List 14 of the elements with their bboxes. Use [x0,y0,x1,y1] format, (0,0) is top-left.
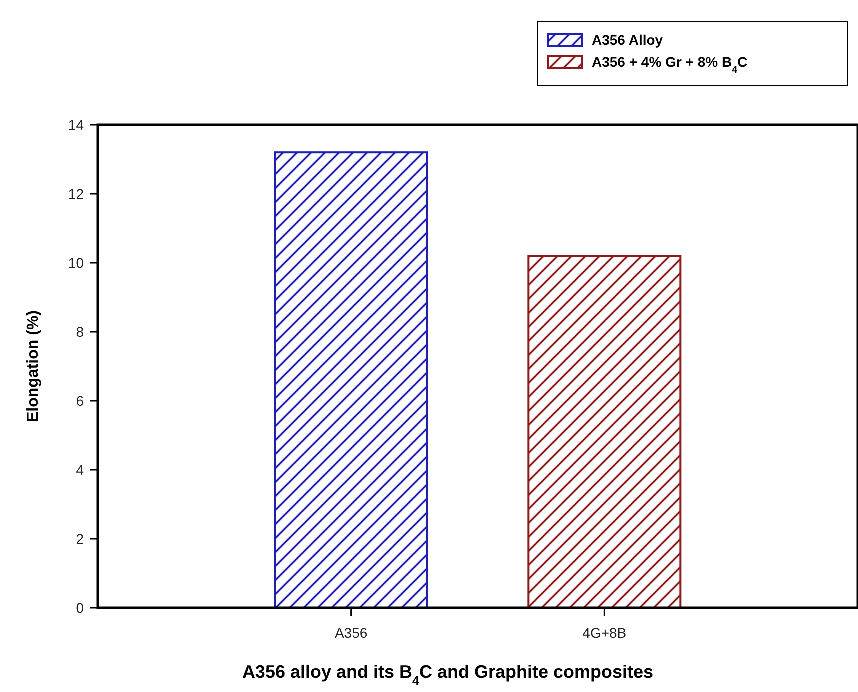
y-tick-label: 2 [76,530,84,547]
y-tick-label: 0 [76,600,84,616]
y-tick-label: 12 [68,186,84,202]
x-tick-label: 4G+8B [582,625,627,641]
y-tick-label: 4 [76,462,84,478]
legend-label: A356 + 4% Gr + 8% B$_{4}$C [592,54,748,76]
y-tick-label: 6 [76,392,84,409]
y-tick-label: 8 [76,324,84,340]
y-tick-label: 10 [68,254,84,271]
y-axis-title: Elongation (%) [25,310,42,422]
y-tick-label: 14 [68,116,84,133]
x-axis-title: A356 alloy and its B$_{4}$C and Graphite composites [242,662,654,688]
x-tick-label: A356 [334,625,368,641]
legend-label: A356 Alloy [592,32,664,48]
